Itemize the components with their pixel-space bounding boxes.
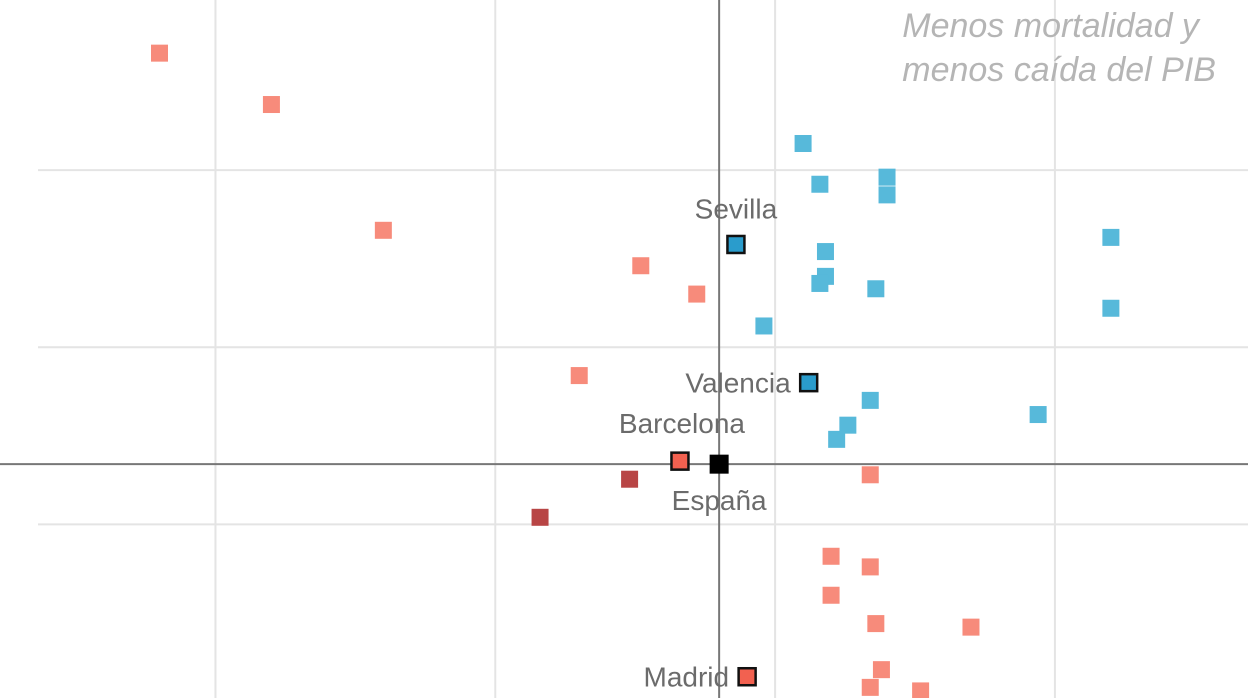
point-blue (794, 134, 812, 152)
point-blue (828, 430, 846, 448)
point-blue (839, 416, 857, 434)
highlight-point-valencia (798, 372, 819, 393)
point-blue (878, 168, 896, 186)
point-salmon (872, 661, 890, 679)
point-salmon (822, 586, 840, 604)
point-blue (878, 186, 896, 204)
point-salmon (262, 96, 280, 114)
point-blue (1102, 228, 1120, 246)
highlight-point-sevilla (726, 234, 746, 255)
point-blue (755, 317, 773, 335)
point-blue (811, 274, 829, 292)
highlight-point-madrid (737, 666, 757, 687)
point-salmon (867, 615, 885, 633)
annotation-line-2: menos caída del PIB (902, 51, 1216, 89)
point-salmon (688, 285, 706, 303)
highlight-point-barcelona (670, 451, 690, 471)
point-label-españa: España (672, 485, 767, 516)
highlight-point-españa (709, 454, 729, 474)
point-salmon (632, 257, 650, 275)
point-label-madrid: Madrid (644, 662, 730, 693)
point-salmon (912, 682, 930, 698)
point-blue (811, 175, 829, 193)
point-blue (861, 391, 879, 409)
point-blue (1029, 406, 1047, 424)
point-label-barcelona: Barcelona (619, 408, 746, 439)
point-blue (867, 280, 885, 298)
point-salmon (570, 367, 588, 385)
point-salmon (374, 221, 392, 239)
point-salmon (150, 44, 168, 62)
quadrant-annotation: Menos mortalidad y menos caída del PIB (902, 4, 1216, 92)
annotation-line-1: Menos mortalidad y (902, 7, 1199, 45)
point-blue (816, 243, 834, 261)
point-label-sevilla: Sevilla (695, 193, 778, 224)
point-salmon (822, 547, 840, 565)
point-salmon (861, 558, 879, 576)
point-salmon (962, 618, 980, 636)
point-blue (1102, 299, 1120, 317)
point-dark (621, 470, 639, 488)
point-salmon (861, 678, 879, 696)
point-dark (531, 508, 549, 526)
point-salmon (861, 466, 879, 484)
point-label-valencia: Valencia (685, 368, 791, 399)
